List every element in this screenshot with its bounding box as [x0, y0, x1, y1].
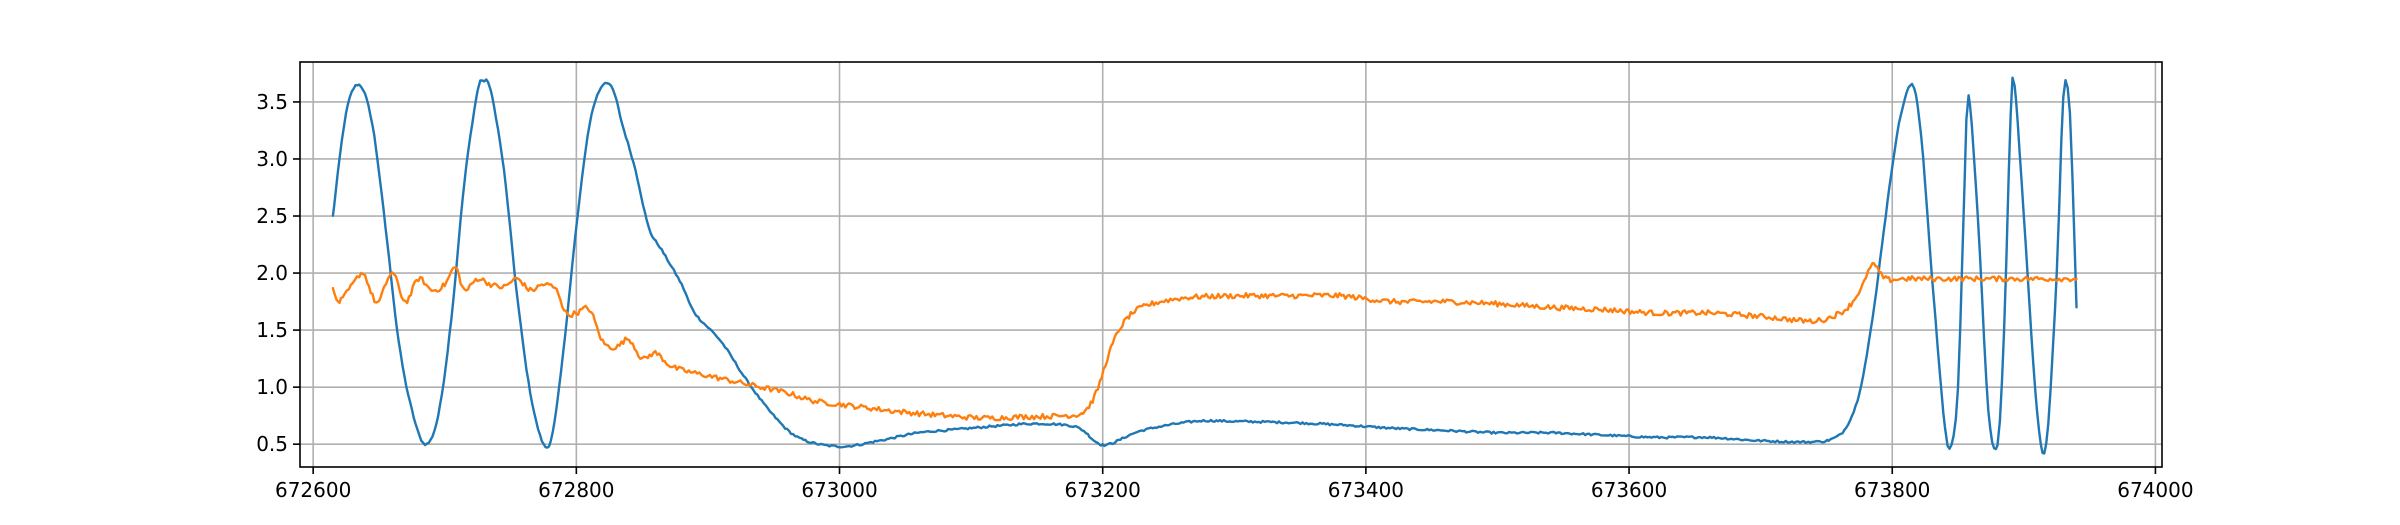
- x-tick-label: 673400: [1328, 478, 1404, 502]
- y-tick-label: 1.5: [256, 318, 288, 342]
- y-tick-label: 0.5: [256, 432, 288, 456]
- x-tick-label: 673800: [1854, 478, 1930, 502]
- y-tick-label: 2.5: [256, 204, 288, 228]
- x-tick-label: 674000: [2117, 478, 2193, 502]
- y-axis: 0.5 1.0 1.5 2.0 2.5 3.0 3.5: [256, 90, 300, 456]
- x-tick-label: 673000: [801, 478, 877, 502]
- y-tick-label: 3.5: [256, 90, 288, 114]
- grid: [300, 62, 2162, 467]
- series-layer: [331, 76, 2078, 455]
- x-tick-label: 673200: [1065, 478, 1141, 502]
- y-tick-label: 2.0: [256, 261, 288, 285]
- x-axis: 672600 672800 673000 673200 673400 673600 6738…: [275, 467, 2194, 502]
- plot-frame: [299, 61, 2163, 468]
- series-line-1: [331, 76, 2078, 455]
- x-tick-label: 673600: [1591, 478, 1667, 502]
- y-tick-label: 1.0: [256, 375, 288, 399]
- x-tick-label: 672600: [275, 478, 351, 502]
- y-tick-label: 3.0: [256, 147, 288, 171]
- series-line-2: [331, 261, 2078, 422]
- x-tick-label: 672800: [538, 478, 614, 502]
